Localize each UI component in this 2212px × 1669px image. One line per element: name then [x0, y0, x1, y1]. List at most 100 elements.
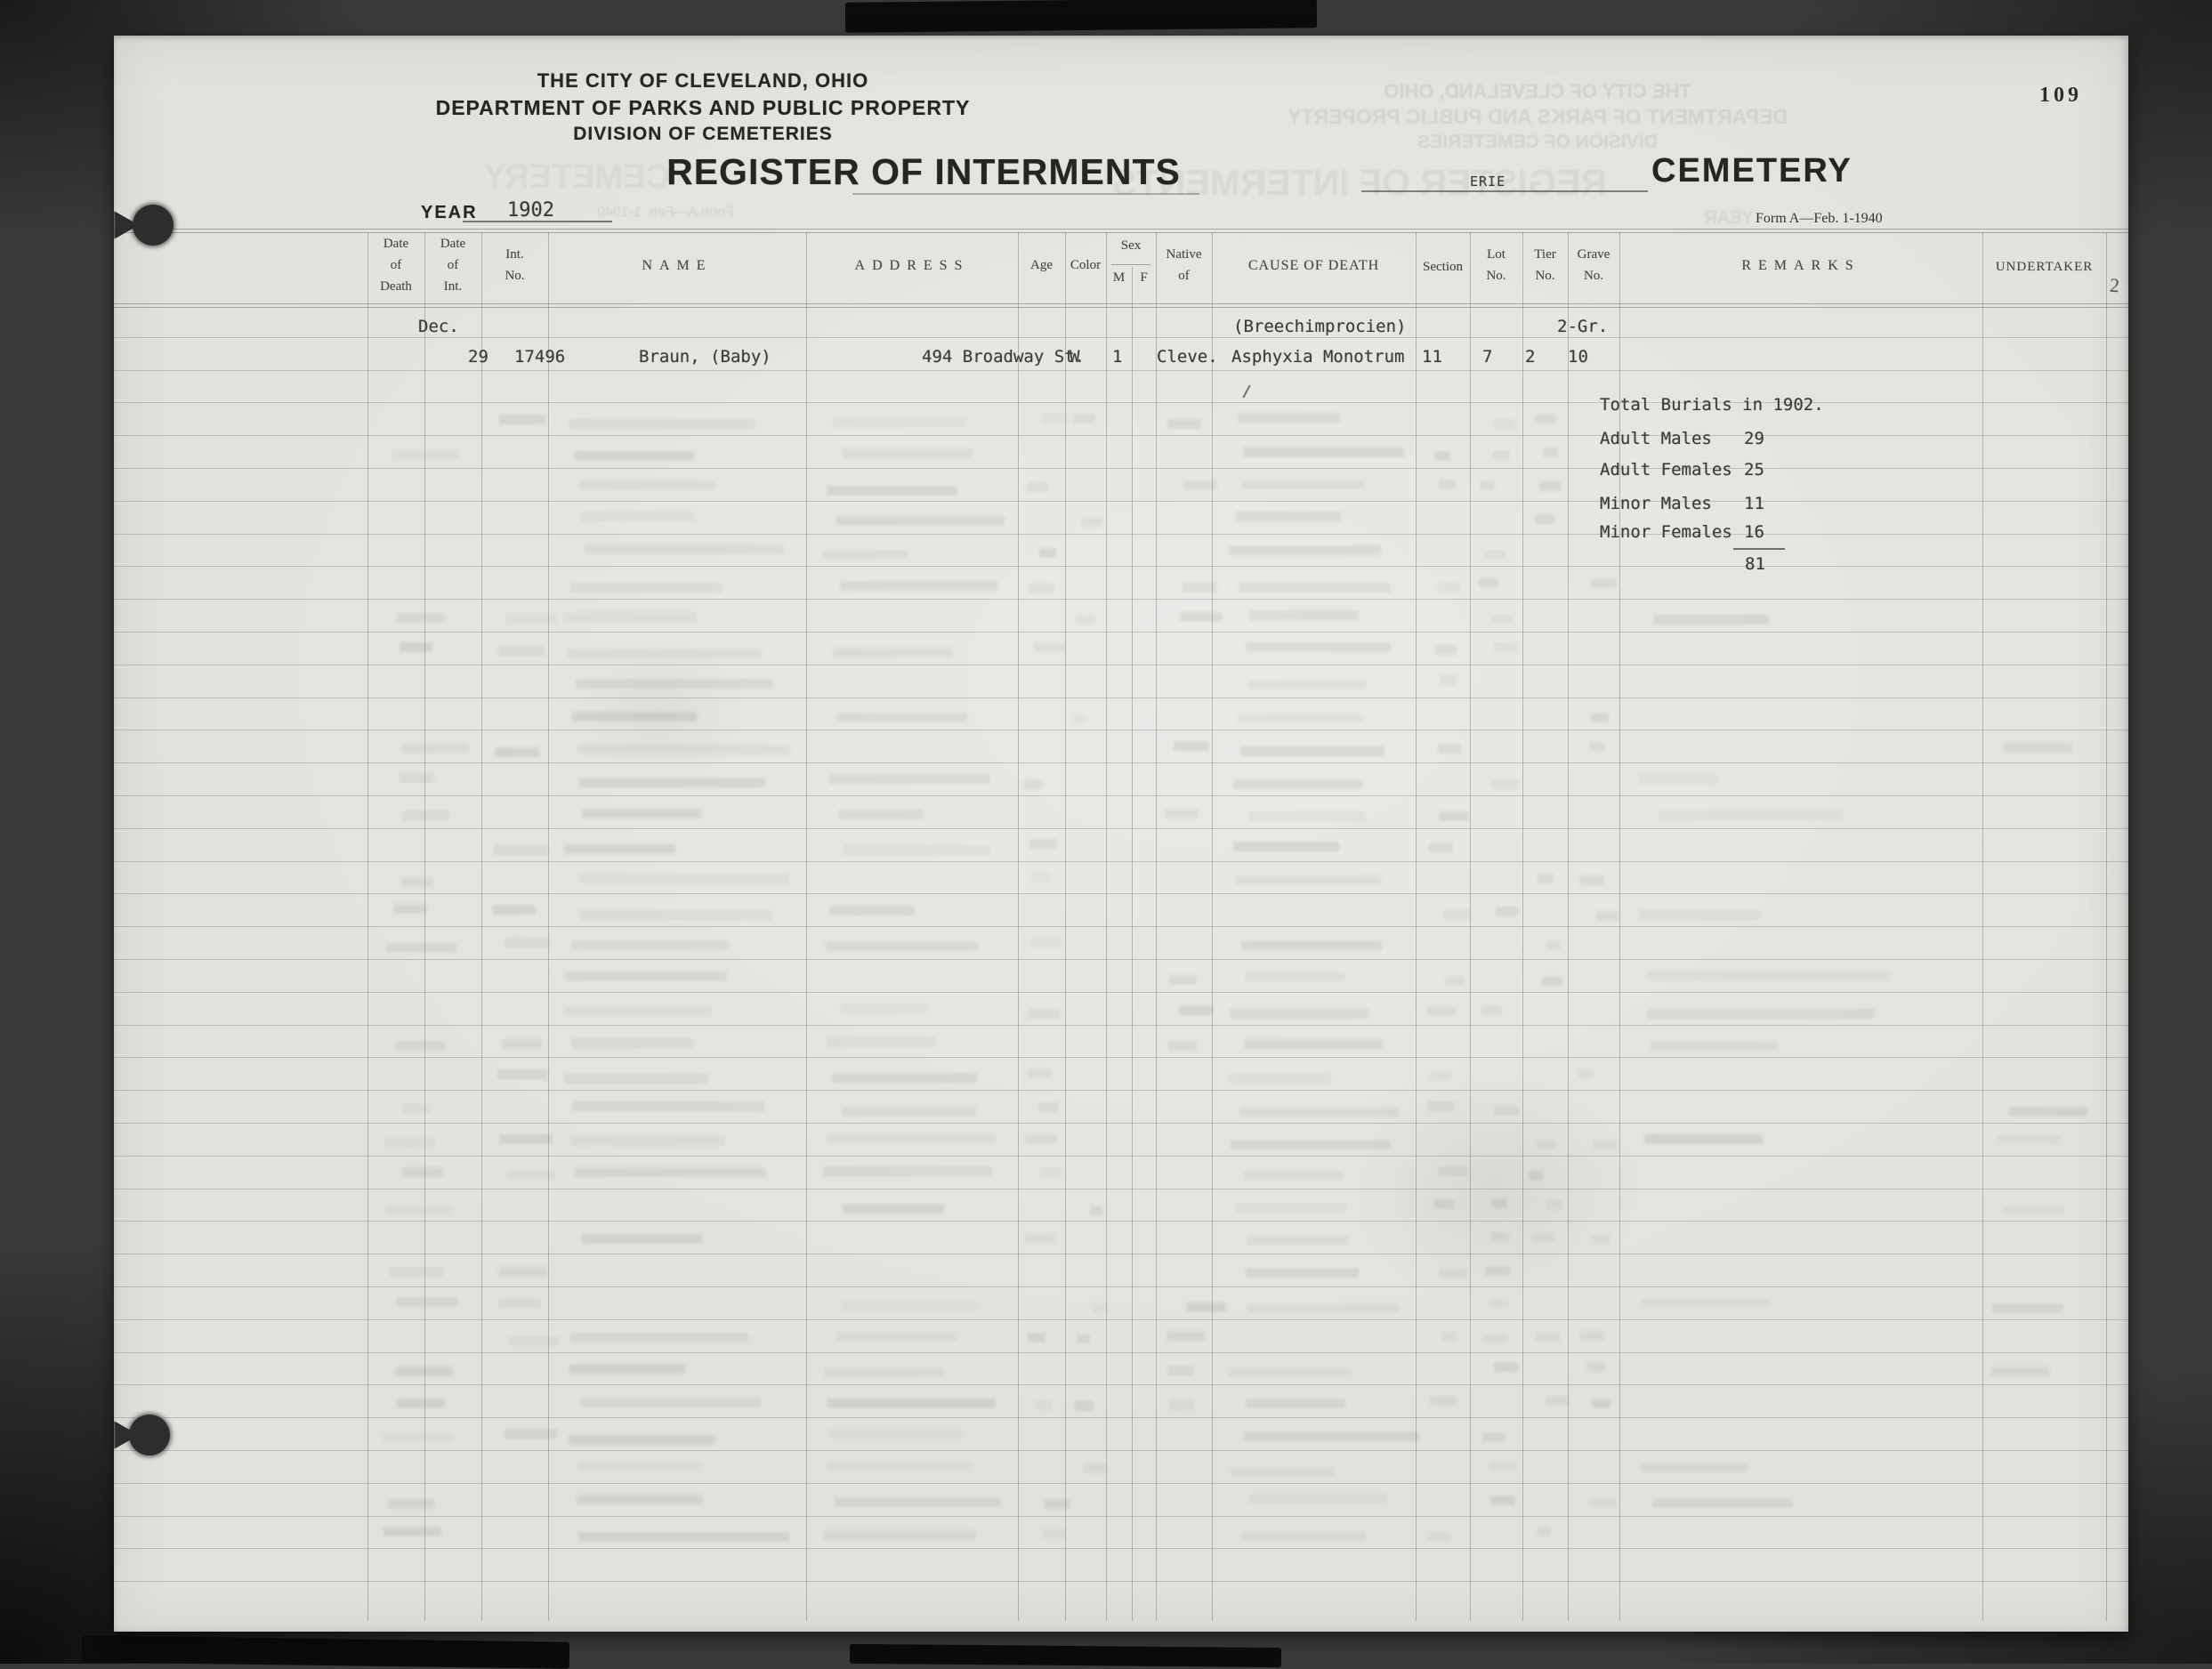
bleed-through-smudge — [1495, 907, 1519, 917]
rule-line — [114, 232, 2128, 233]
bleed-through-smudge — [1035, 1399, 1052, 1410]
col-tier-l2: No. — [1535, 269, 1555, 283]
bleed-through-smudge — [493, 844, 547, 855]
bleed-through-smudge — [564, 1006, 713, 1017]
bleed-through-smudge — [397, 612, 446, 623]
bleed-through-smudge — [584, 544, 785, 554]
bleed-through-smudge — [1072, 414, 1095, 424]
register-page: THE CITY OF CLEVELAND, OHIO DEPARTMENT O… — [114, 36, 2128, 1632]
col-int-no-l2: No. — [505, 269, 525, 283]
col-sex-f: F — [1140, 270, 1148, 285]
bleed-through-smudge — [1490, 1198, 1507, 1209]
summary-title: Total Burials in 1902. — [1600, 395, 1824, 415]
ghost-title: REGISTER OF INTERMENTS — [1112, 162, 1607, 203]
bleed-through-smudge — [572, 1101, 764, 1111]
bleed-through-smudge — [1167, 1365, 1194, 1375]
rule-line — [114, 1548, 2128, 1550]
bleed-through-smudge — [839, 580, 997, 591]
bleed-through-smudge — [1027, 482, 1049, 493]
col-grave-l2: No. — [1583, 269, 1604, 283]
bleed-through-smudge — [1639, 910, 1762, 921]
bleed-through-smudge — [569, 1364, 685, 1375]
bleed-through-smudge — [1245, 971, 1345, 981]
bleed-through-smudge — [1029, 583, 1054, 593]
bleed-through-smudge — [1538, 874, 1554, 884]
bleed-through-smudge — [1030, 938, 1062, 948]
bleed-through-smudge — [841, 448, 973, 459]
bleed-through-smudge — [1246, 1268, 1360, 1278]
bleed-through-smudge — [1578, 1068, 1594, 1078]
bleed-through-smudge — [828, 1429, 964, 1439]
bleed-through-smudge — [1246, 1398, 1346, 1408]
rule-line — [424, 232, 425, 1621]
bleed-through-smudge — [837, 810, 924, 820]
rule-line — [1470, 232, 1471, 1621]
bleed-through-smudge — [1543, 447, 1559, 458]
bleed-through-smudge — [836, 516, 1005, 527]
bleed-through-smudge — [1229, 545, 1381, 556]
bleed-through-smudge — [826, 1037, 935, 1048]
bleed-through-smudge — [1482, 1432, 1505, 1443]
rule-line — [114, 1123, 2128, 1124]
bleed-through-smudge — [1586, 1362, 1605, 1373]
rule-line — [114, 795, 2128, 796]
rule-line — [114, 1221, 2128, 1222]
rule-line — [114, 1482, 2128, 1484]
bleed-through-smudge — [826, 485, 957, 496]
rule-line — [1416, 232, 1417, 1621]
bleed-through-smudge — [1426, 1005, 1457, 1016]
bleed-through-smudge — [1024, 1133, 1058, 1144]
bleed-through-smudge — [1439, 1166, 1468, 1177]
org-line2: DEPARTMENT OF PARKS AND PUBLIC PROPERTY — [435, 96, 971, 119]
row-section: 11 — [1422, 347, 1442, 367]
bleed-through-smudge — [1596, 910, 1619, 921]
bleed-through-smudge — [390, 1266, 444, 1277]
bleed-through-smudge — [577, 1461, 701, 1471]
rule-line — [114, 1057, 2128, 1059]
bleed-through-smudge — [497, 645, 545, 656]
rule-line — [114, 1090, 2128, 1092]
bleed-through-smudge — [1241, 940, 1382, 951]
rule-line — [114, 991, 2128, 993]
ghost-form-note: Form A—Feb. 1-1940 — [597, 205, 734, 220]
bleed-through-smudge — [1248, 679, 1367, 689]
bleed-through-smudge — [384, 1138, 437, 1149]
bleed-through-smudge — [1658, 810, 1843, 820]
row-date-int-day: 29 — [468, 347, 488, 367]
bleed-through-smudge — [1248, 610, 1359, 621]
bleed-through-smudge — [498, 1297, 542, 1308]
bleed-through-smudge — [564, 972, 727, 981]
rule-line — [114, 336, 2128, 338]
bleed-through-smudge — [1031, 873, 1052, 883]
bleed-through-smudge — [1483, 1333, 1508, 1343]
bleed-through-smudge — [1023, 1233, 1054, 1244]
rule-line — [1065, 232, 1066, 1621]
bleed-through-smudge — [570, 939, 729, 950]
bleed-through-smudge — [578, 1532, 790, 1543]
bleed-through-smudge — [2009, 1107, 2088, 1117]
bleed-through-smudge — [581, 1234, 704, 1245]
bleed-through-smudge — [401, 877, 432, 888]
bleed-through-smudge — [1991, 1302, 2063, 1313]
rule-line — [114, 697, 2128, 698]
bleed-through-smudge — [569, 583, 722, 593]
bleed-through-smudge — [1481, 1005, 1502, 1016]
bleed-through-smudge — [1493, 418, 1515, 429]
bleed-through-smudge — [1591, 1234, 1611, 1245]
rule-line — [114, 1155, 2128, 1157]
bleed-through-smudge — [1243, 447, 1405, 458]
bleed-through-smudge — [1652, 1497, 1794, 1508]
bleed-through-smudge — [832, 417, 967, 428]
bleed-through-smudge — [1229, 1008, 1368, 1019]
bleed-through-smudge — [1074, 1401, 1094, 1411]
rule-line — [114, 468, 2128, 469]
bleed-through-smudge — [1027, 1332, 1046, 1342]
bleed-through-smudge — [581, 1398, 761, 1408]
bleed-through-smudge — [384, 1205, 452, 1215]
bleed-through-smudge — [1490, 1231, 1510, 1242]
rule-line — [1522, 232, 1523, 1621]
bleed-through-smudge — [402, 810, 449, 821]
pen-mark — [1242, 384, 1251, 399]
bleed-through-smudge — [382, 1432, 453, 1443]
bleed-through-smudge — [836, 1332, 957, 1342]
